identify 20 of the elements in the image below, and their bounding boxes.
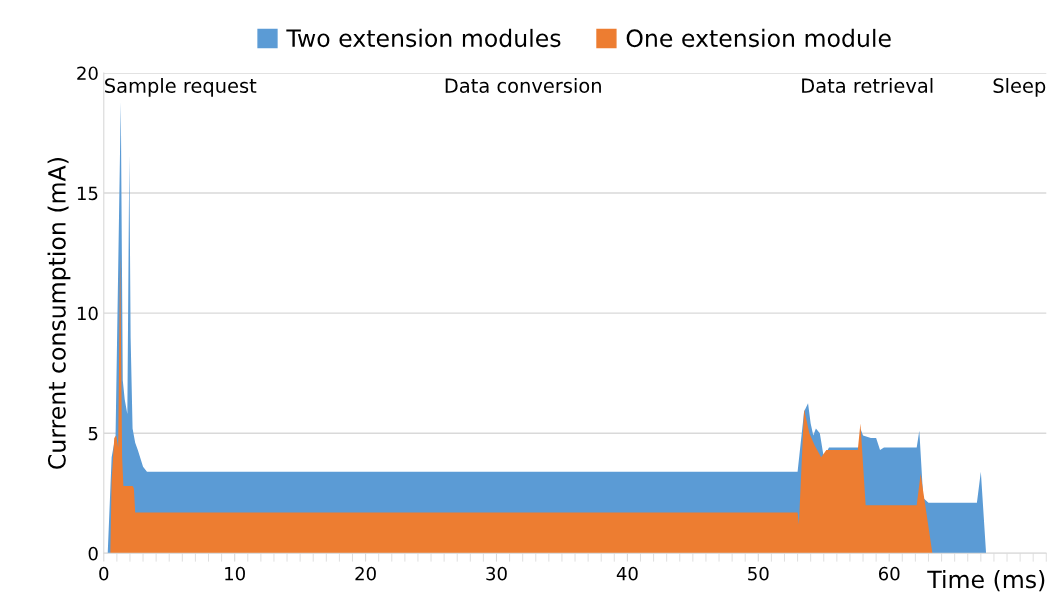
- legend-label: One extension module: [626, 28, 891, 48]
- x-tick-label: 10: [225, 566, 245, 581]
- y-tick-label: 10: [77, 306, 98, 321]
- x-tick-label: 60: [878, 566, 900, 581]
- x-tick-label: 40: [616, 566, 638, 581]
- y-tick-label: 15: [77, 186, 98, 201]
- annotation: Sleep: [993, 77, 1046, 97]
- y-tick-label: 20: [77, 66, 98, 81]
- x-tick-label: 50: [748, 566, 769, 581]
- annotation: Data retrieval: [802, 77, 933, 94]
- annotation: Data conversion: [445, 77, 601, 94]
- y-tick-label: 5: [88, 426, 98, 441]
- y-tick-label: 0: [88, 546, 98, 561]
- x-axis-title: Time (ms): [927, 570, 1045, 592]
- legend-label: Two extension modules: [286, 28, 561, 48]
- x-tick-label: 0: [99, 566, 109, 581]
- y-axis-title: Current consumption (mA): [47, 158, 71, 469]
- x-tick-label: 20: [355, 566, 376, 581]
- annotation: Sample request: [105, 77, 257, 97]
- x-tick-label: 30: [486, 566, 507, 581]
